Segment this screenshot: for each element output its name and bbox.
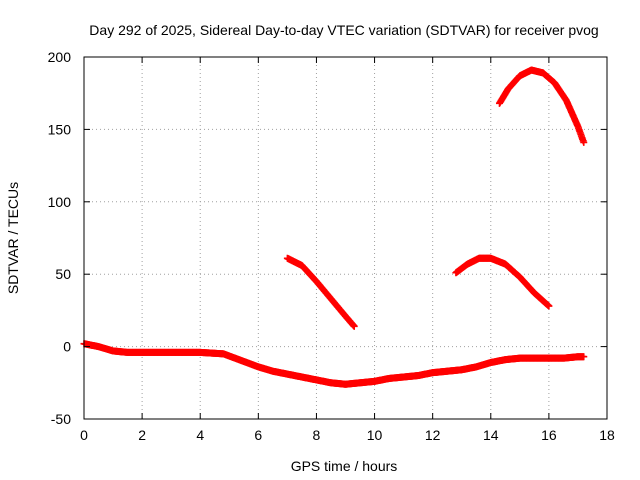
x-tick-label: 14 (483, 427, 499, 443)
data-point (580, 138, 588, 146)
x-tick-label: 0 (80, 427, 88, 443)
y-tick-label: 50 (55, 266, 71, 282)
y-tick-label: -50 (51, 411, 71, 427)
y-axis-label: SDTVAR / TECUs (5, 182, 21, 294)
x-tick-label: 10 (367, 427, 383, 443)
series-arc-3 (495, 66, 588, 146)
x-tick-label: 12 (425, 427, 441, 443)
y-tick-label: 0 (63, 339, 71, 355)
series-arc-2 (452, 254, 553, 310)
y-tick-label: 200 (48, 49, 72, 65)
data-point (545, 302, 553, 310)
y-tick-label: 100 (48, 194, 72, 210)
x-tick-label: 16 (541, 427, 557, 443)
plot-frame (83, 56, 608, 420)
y-tick-label: 150 (48, 121, 72, 137)
data-markers (80, 66, 588, 388)
grid (84, 57, 607, 419)
x-tick-label: 2 (138, 427, 146, 443)
series-baseline (80, 340, 588, 388)
chart-title: Day 292 of 2025, Sidereal Day-to-day VTE… (89, 22, 598, 38)
series-arc-1 (283, 254, 358, 330)
axis-ticks: 0 2 4 6 8 10 12 14 16 18 -50 0 50 100 150 200 (48, 49, 615, 443)
x-tick-label: 18 (599, 427, 615, 443)
data-point (350, 322, 358, 330)
data-point (580, 353, 588, 361)
x-tick-label: 4 (196, 427, 204, 443)
x-tick-label: 6 (254, 427, 262, 443)
x-tick-label: 8 (313, 427, 321, 443)
x-axis-label: GPS time / hours (291, 458, 398, 474)
